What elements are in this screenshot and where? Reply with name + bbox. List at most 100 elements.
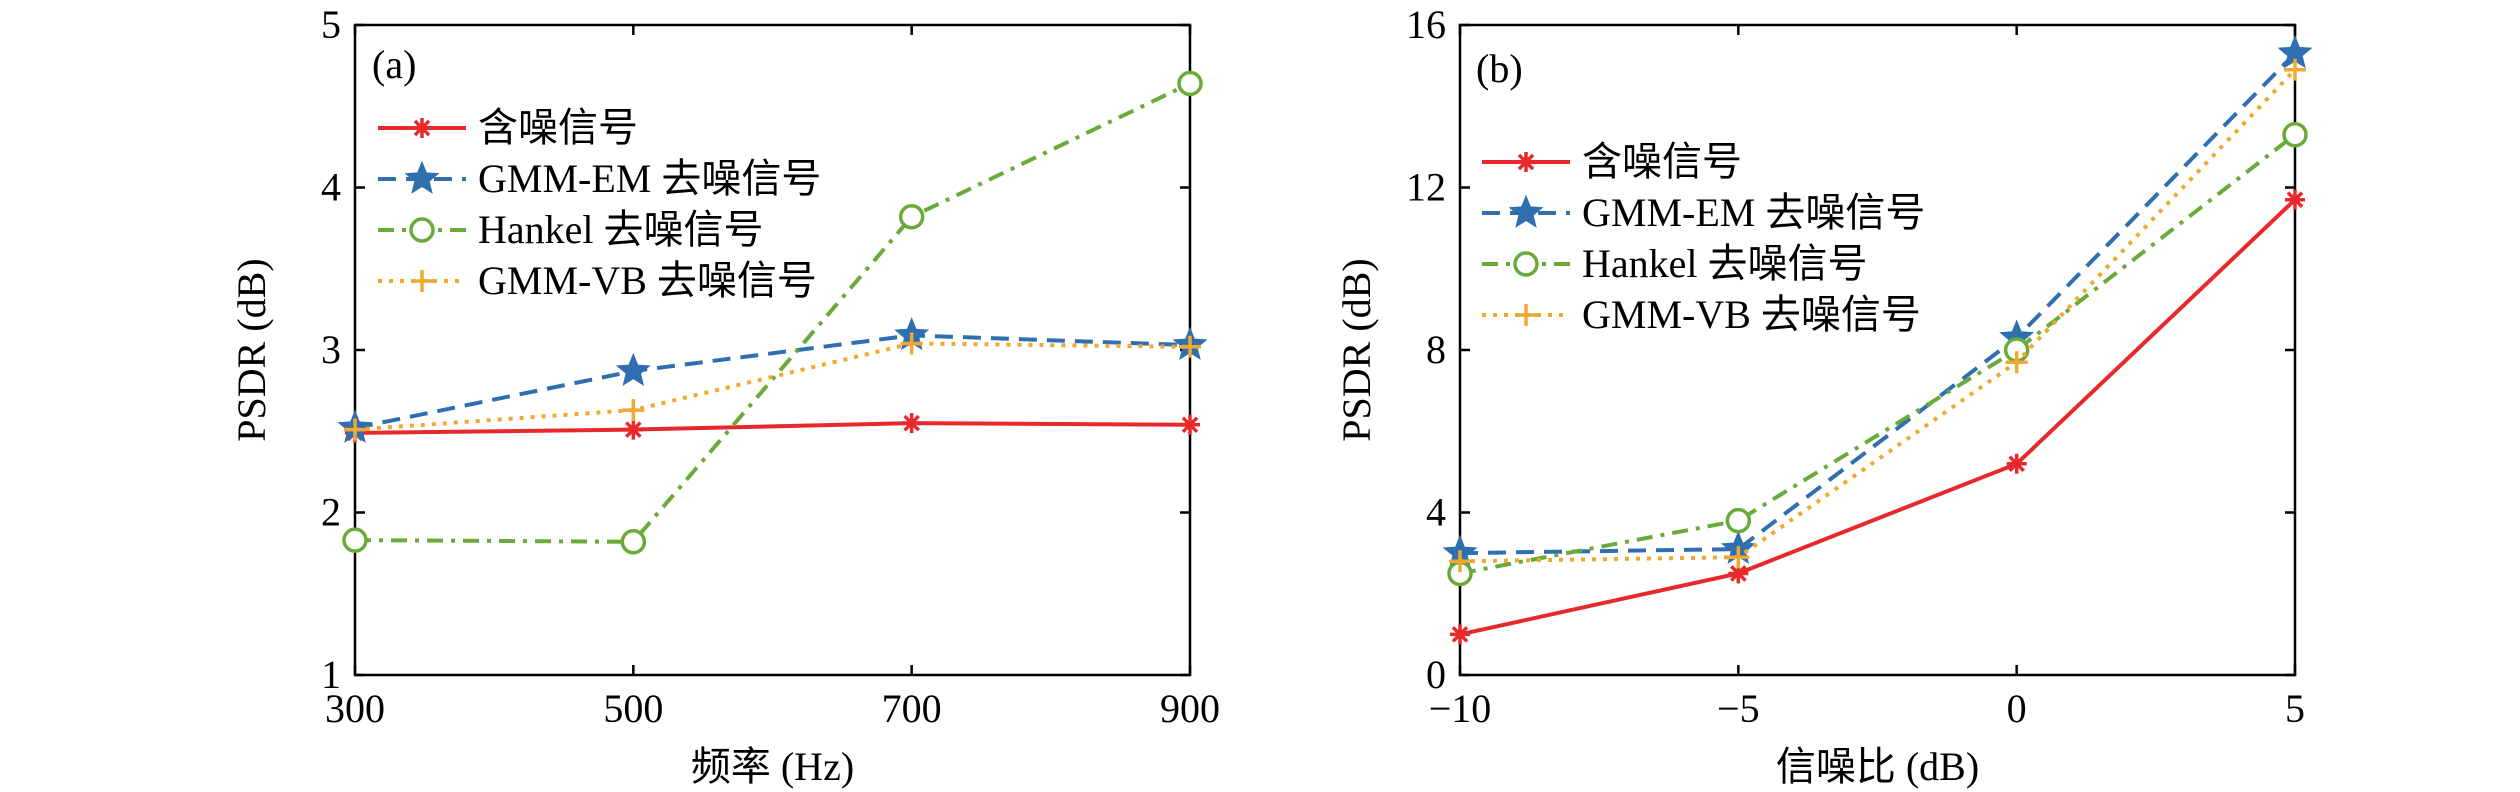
y-axis-label: PSDR (dB) [229, 258, 274, 441]
data-point-stroke-3 [2286, 191, 2304, 208]
data-point [620, 529, 647, 555]
data-point [901, 413, 922, 434]
x-tick-label: 900 [1160, 686, 1220, 731]
legend-item: GMM-EM 去噪信号 [378, 156, 821, 201]
data-point-stroke-3 [1451, 626, 1469, 643]
series-2 [1447, 121, 2308, 587]
series-line [1459, 52, 2297, 556]
series-line [1459, 133, 2297, 576]
data-point [2282, 121, 2308, 148]
data-point [1725, 507, 1752, 534]
data-point-stroke-3 [903, 414, 920, 432]
legend-marker-shape [1513, 251, 1539, 277]
data-point [342, 527, 368, 553]
legend-label: GMM-VB 去噪信号 [1582, 292, 1921, 337]
legend-label: 含噪信号 [1582, 139, 1742, 184]
chart-panel-b: −10 −5 0 5 0 4 8 12 16 信噪比 (dB) PSDR (dB) (b) 含噪信号 GM… [1334, 2, 2313, 789]
legend-marker-stroke-3 [413, 119, 431, 137]
data-point-stroke-3 [1181, 416, 1199, 434]
legend-marker-shape [404, 160, 440, 194]
legend-marker-stroke-3 [1517, 153, 1535, 171]
data-point [1179, 335, 1201, 358]
data-point [2285, 189, 2305, 210]
data-point-shape [615, 352, 651, 386]
x-axis-label: 信噪比 (dB) [1776, 744, 1979, 789]
series-2 [342, 70, 1203, 555]
y-tick-label: 4 [1426, 490, 1446, 535]
series-line [354, 341, 1191, 432]
data-point-shape [898, 204, 925, 230]
y-axis-label: PSDR (dB) [1334, 258, 1379, 441]
data-point [2005, 351, 2028, 374]
series-0 [1450, 189, 2305, 645]
data-point-shape [2282, 121, 2308, 148]
chart-panel-a: 300 500 700 900 1 2 3 4 5 频率 (Hz) PSDR (dB) (a) 含噪信号… [229, 2, 1220, 789]
series-3 [344, 332, 1201, 441]
legend-marker [411, 270, 433, 292]
legend-marker [409, 217, 435, 243]
legend-label: Hankel 去噪信号 [478, 207, 764, 252]
legend-label: Hankel 去噪信号 [1582, 241, 1868, 286]
series-line [354, 421, 1191, 435]
series-3 [1449, 58, 2306, 573]
x-tick-label: −5 [1717, 686, 1760, 731]
x-axis-label: 频率 (Hz) [691, 744, 854, 789]
x-tick-label: 700 [882, 686, 942, 731]
x-tick-label: 0 [2007, 686, 2027, 731]
data-point-shape [342, 527, 368, 553]
legend: 含噪信号 GMM-EM 去噪信号 Hankel 去噪信号 GMM-VB 去噪信号 [1482, 139, 1925, 337]
legend-item: GMM-VB 去噪信号 [378, 258, 817, 303]
panel-label: (b) [1476, 46, 1523, 91]
plot-frame [1458, 23, 2297, 677]
data-point [1450, 624, 1470, 645]
x-tick-label: 5 [2285, 686, 2305, 731]
data-point [1727, 546, 1750, 569]
data-point [615, 352, 651, 386]
legend-item: Hankel 去噪信号 [1482, 241, 1868, 286]
legend-marker-shape [409, 217, 435, 243]
legend-marker [1516, 152, 1536, 172]
legend: 含噪信号 GMM-EM 去噪信号 Hankel 去噪信号 GMM-VB 去噪信号 [378, 105, 821, 303]
x-tick-label: 300 [325, 686, 385, 731]
data-point [1180, 414, 1200, 435]
series-line [354, 81, 1191, 544]
legend-label: GMM-VB 去噪信号 [478, 258, 817, 303]
data-point [344, 418, 366, 441]
data-point [1449, 550, 1471, 573]
data-point-stroke-3 [625, 421, 642, 438]
data-point-stroke-3 [1730, 565, 1747, 582]
y-tick-label: 12 [1406, 165, 1446, 210]
y-tick-label: 3 [321, 327, 341, 372]
data-point [623, 419, 644, 440]
data-point-stroke-3 [2008, 455, 2025, 473]
y-tick-label: 4 [321, 165, 341, 210]
x-tick-label: 500 [603, 686, 663, 731]
series-line [1459, 198, 2297, 637]
legend-marker [1508, 194, 1544, 228]
y-tick-label: 16 [1406, 2, 1446, 47]
legend-item: 含噪信号 [1482, 139, 1742, 184]
data-point [2006, 453, 2027, 474]
data-point [622, 399, 645, 422]
y-tick-label: 5 [321, 2, 341, 47]
legend-marker [412, 118, 432, 138]
x-tick-label: −10 [1429, 686, 1492, 731]
data-point-shape [620, 529, 647, 555]
legend-label: GMM-EM 去噪信号 [478, 156, 821, 201]
y-tick-label: 8 [1426, 327, 1446, 372]
data-point [1177, 70, 1203, 97]
y-tick-label: 2 [321, 490, 341, 535]
panel-label: (a) [372, 42, 416, 87]
legend-marker [1515, 304, 1537, 326]
data-point [898, 204, 925, 230]
data-point [900, 332, 923, 355]
legend-marker [1513, 251, 1539, 277]
legend-label: GMM-EM 去噪信号 [1582, 190, 1925, 235]
y-tick-label: 1 [321, 652, 341, 697]
data-point-shape [1725, 507, 1752, 534]
series-0 [345, 413, 1200, 443]
y-tick-label: 0 [1426, 652, 1446, 697]
legend-item: GMM-EM 去噪信号 [1482, 190, 1925, 235]
series-line [354, 333, 1191, 430]
